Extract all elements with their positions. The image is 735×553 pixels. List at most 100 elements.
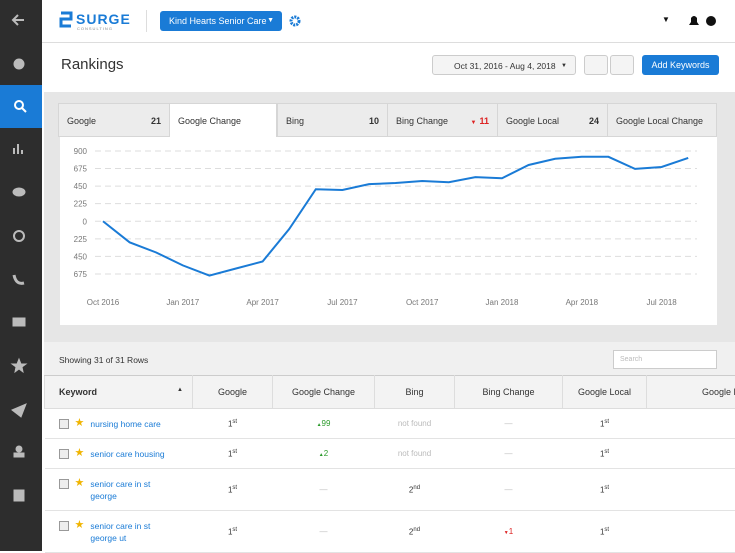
column-title: Bing [405,387,423,397]
page-title: Rankings [61,56,124,73]
checkbox[interactable] [59,419,69,429]
tab-count-value: 10 [369,116,379,126]
column-title: Bing Change [482,387,534,397]
filter-button[interactable] [584,55,608,75]
add-keywords[interactable]: Add Keywords [642,55,719,75]
menu-caret[interactable]: ▼ [662,15,670,24]
star: ★ [75,478,85,488]
y-tick-label: 225 [74,235,88,244]
download-button[interactable] [610,55,634,75]
tab[interactable]: Bing Change▼11 [387,103,498,137]
top-bar: SURGE CONSULTING Kind Hearts Senior Care… [42,0,735,43]
checkbox[interactable] [59,479,69,489]
table-cell: 1st [563,511,647,553]
line-series [103,157,688,276]
nav-mail[interactable] [13,318,25,326]
table-cell: — [455,409,563,439]
checkbox[interactable] [59,521,69,531]
nav-back[interactable] [13,15,24,25]
x-tick-label: Apr 2017 [246,298,279,307]
star: ★ [75,418,85,428]
keyword-cell: ★ senior care in st george [49,478,192,502]
table-cell: ▲11 [647,409,735,439]
y-tick-label: 225 [74,200,88,209]
y-tick-label: 0 [83,217,88,226]
x-tick-label: Jan 2017 [166,298,199,307]
nav-dashboard[interactable] [14,59,24,69]
table-cell: — [273,469,375,511]
nav-send[interactable] [12,404,26,417]
x-tick-label: Oct 2016 [87,298,120,307]
column-header[interactable]: Keyword▲ [45,376,193,409]
column-title: Google Local [578,387,631,397]
tab-label: Google Local [506,116,559,126]
table-cell: ★ nursing home care [45,409,193,439]
x-tick-label: Jul 2018 [646,298,677,307]
tab[interactable]: Google Local Change [607,103,717,137]
rank-suffix: st [604,485,609,491]
keyword-cell: ★ nursing home care [49,418,192,430]
nav-tasks[interactable] [14,490,24,501]
rank-suffix: st [232,527,237,533]
table-cell: ★ senior care in st george [45,469,193,511]
keyword-link[interactable]: nursing home care [90,418,170,430]
column-header[interactable]: Google [193,376,273,409]
table-cell: ▲1 [647,439,735,469]
table-cell: 1st [563,439,647,469]
account-select[interactable]: Kind Hearts Senior Care▼ [160,11,282,31]
search-input[interactable]: Search [613,350,717,369]
table-cell: ▲2 [273,439,375,469]
x-tick-label: Jul 2017 [327,298,358,307]
rank-suffix: st [604,449,609,455]
nav-reports[interactable] [14,144,22,154]
column-header[interactable]: Google Change [273,376,375,409]
cell-text: 99 [322,419,331,428]
tab-label: Bing [286,116,304,126]
y-tick-label: 450 [74,252,88,261]
table-cell: not found [375,409,455,439]
tab[interactable]: Bing 10 [277,103,388,137]
y-tick-label: 900 [74,147,88,156]
nav-star[interactable] [12,359,26,372]
column-header[interactable]: Google Local Change [647,376,735,409]
keyword-link[interactable]: senior care in st george ut [90,520,170,544]
table-cell: 1st [563,409,647,439]
sidebar-icons [0,0,42,551]
table-cell: — [647,511,735,553]
keyword-link[interactable]: senior care housing [90,448,170,460]
column-title: Keyword [59,387,97,397]
star: ★ [75,448,85,458]
tab-count: 10 [369,104,379,138]
keyword-link[interactable]: senior care in st george [90,478,170,502]
table-cell: 2nd [375,511,455,553]
help[interactable] [706,16,716,26]
column-header[interactable]: Bing Change [455,376,563,409]
tab-count: ▼11 [471,104,489,140]
column-title: Google [218,387,247,397]
nav-target[interactable] [14,231,24,241]
column-header[interactable]: Google Local [563,376,647,409]
rankings-table: Keyword▲ Google Google Change Bing Bing Chan… [44,375,735,553]
tab[interactable]: Google Change [169,103,277,139]
bell[interactable] [689,16,699,25]
nav-chat[interactable] [13,188,25,196]
x-tick-label: Apr 2018 [566,298,599,307]
date-range[interactable]: Oct 31, 2016 - Aug 4, 2018▼ [432,55,576,75]
nav-user[interactable] [16,446,22,452]
checkbox[interactable] [59,449,69,459]
column-header[interactable]: Bing [375,376,455,409]
keyword-cell: ★ senior care housing [49,448,192,460]
header-icons [687,14,717,28]
settings-icon[interactable] [289,15,301,27]
table-cell: — [273,511,375,553]
nav-phone[interactable] [14,275,24,283]
active-nav [0,85,42,128]
table-cell: 1st [563,469,647,511]
